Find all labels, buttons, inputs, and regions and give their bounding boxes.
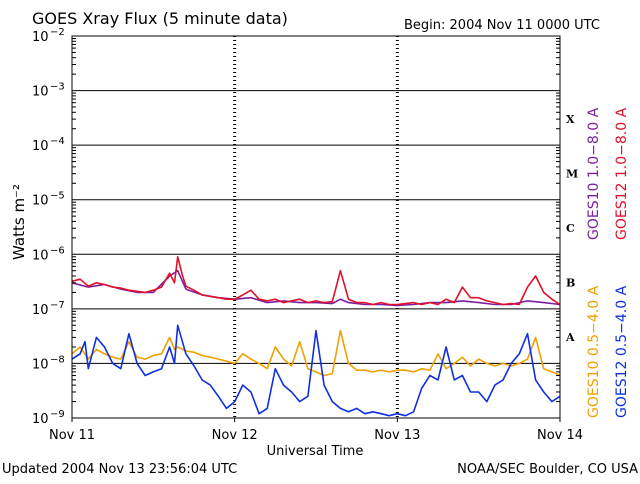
flare-class-label: B — [566, 277, 575, 290]
y-tick-label: 10 — [32, 139, 49, 154]
y-tick-exponent: −7 — [50, 300, 65, 311]
legend: GOES10 1.0−8.0 A GOES12 1.0−8.0 A GOES10 0… — [586, 107, 630, 418]
y-tick-exponent: −4 — [50, 136, 65, 147]
y-axis-label: Watts m⁻² — [10, 184, 28, 260]
y-tick-exponent: −2 — [50, 27, 65, 38]
chart-title: GOES Xray Flux (5 minute data) — [32, 9, 288, 28]
plot-grid — [72, 36, 560, 418]
legend-entry: GOES10 0.5−4.0 A — [586, 285, 602, 418]
legend-entry: GOES12 0.5−4.0 A — [614, 285, 630, 418]
y-tick-exponent: −8 — [50, 354, 65, 365]
series-line — [71, 269, 561, 307]
credit-text: NOAA/SEC Boulder, CO USA — [457, 462, 638, 477]
plot-border — [71, 35, 561, 419]
y-tick-label: 10 — [32, 248, 49, 263]
y-tick-exponent: −9 — [50, 409, 65, 420]
y-tick-label: 10 — [32, 30, 49, 45]
flare-class-label: C — [566, 222, 575, 235]
y-tick-label: 10 — [32, 412, 49, 427]
x-tick-label: Nov 11 — [49, 428, 95, 443]
flare-class-label: A — [565, 331, 575, 344]
y-tick-exponent: −3 — [50, 82, 65, 93]
x-tick-labels: Nov 11 Nov 12 Nov 13 Nov 14 — [49, 428, 583, 443]
begin-date: Begin: 2004 Nov 11 0000 UTC — [404, 18, 600, 33]
legend-entry: GOES12 1.0−8.0 A — [614, 107, 630, 240]
plot-series — [71, 255, 561, 417]
y-tick-label: 10 — [32, 303, 49, 318]
series-line — [71, 255, 561, 306]
y-tick-label: 10 — [32, 194, 49, 209]
x-tick-label: Nov 14 — [537, 428, 583, 443]
y-tick-label: 10 — [32, 85, 49, 100]
x-tick-label: Nov 12 — [212, 428, 258, 443]
series-line — [71, 329, 561, 377]
flare-class-labels: X M C B A — [565, 113, 578, 344]
legend-entry: GOES10 1.0−8.0 A — [586, 107, 602, 240]
flare-class-label: X — [566, 113, 575, 126]
y-tick-exponent: −6 — [50, 245, 65, 256]
x-axis-label: Universal Time — [267, 444, 364, 459]
updated-timestamp: Updated 2004 Nov 13 23:56:04 UTC — [2, 462, 237, 477]
plot-frame — [71, 35, 561, 422]
flare-class-label: M — [566, 167, 578, 180]
y-tick-exponent: −5 — [50, 191, 65, 202]
x-tick-label: Nov 13 — [374, 428, 420, 443]
y-tick-labels: 10−210−310−410−510−610−710−810−9 — [32, 27, 65, 427]
series-line — [71, 324, 561, 417]
y-tick-label: 10 — [32, 357, 49, 372]
